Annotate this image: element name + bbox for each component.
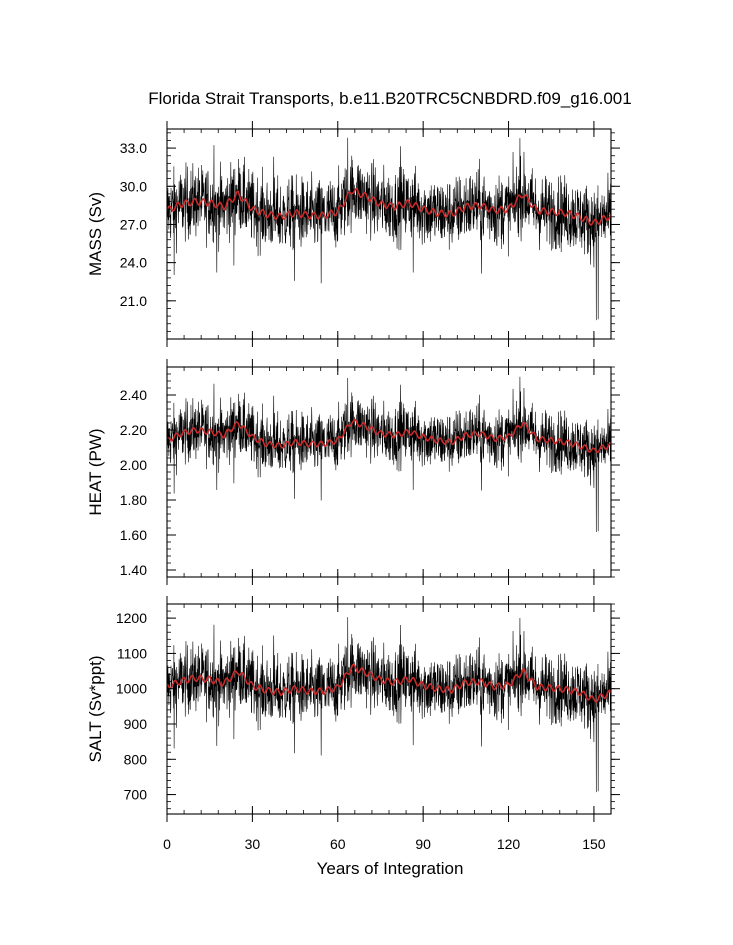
panels-group: 21.0 24.0 27.0 30.0 33.0 MASS (Sv) 1.40 1.60 1.8… xyxy=(86,121,620,852)
y-tick-label: 27.0 xyxy=(120,216,147,232)
y-tick-label: 1.40 xyxy=(120,562,147,578)
y-tick-label: 1000 xyxy=(116,681,147,697)
y-tick-label: 1.80 xyxy=(120,492,147,508)
y-tick-label: 700 xyxy=(124,787,148,803)
y-tick-label: 2.00 xyxy=(120,457,147,473)
y-tick-label: 2.40 xyxy=(120,387,147,403)
y-tick-label: 900 xyxy=(124,716,148,732)
x-tick-label: 60 xyxy=(330,836,346,852)
x-tick-label: 0 xyxy=(163,836,171,852)
monthly-series-line xyxy=(167,376,611,532)
x-tick-label: 150 xyxy=(582,836,606,852)
y-axis-label: MASS (Sv) xyxy=(86,192,105,276)
panel-2: 1.40 1.60 1.80 2.00 2.20 2.40 HEAT (PW) xyxy=(86,359,620,585)
monthly-series-line xyxy=(167,137,611,321)
smoothed-series-line xyxy=(167,187,611,226)
y-axis-label: HEAT (PW) xyxy=(86,428,105,515)
y-tick-label: 30.0 xyxy=(120,178,147,194)
smoothed-series-line xyxy=(167,418,611,454)
y-tick-label: 24.0 xyxy=(120,255,147,271)
monthly-series-line xyxy=(167,617,611,793)
y-tick-label: 1100 xyxy=(117,645,147,661)
y-tick-label: 2.20 xyxy=(120,422,147,438)
y-axis-label: SALT (Sv*ppt) xyxy=(86,655,105,762)
y-tick-label: 800 xyxy=(124,751,148,767)
y-tick-label: 1.60 xyxy=(120,527,147,543)
x-tick-label: 120 xyxy=(497,836,521,852)
smoothed-series-line xyxy=(167,663,611,703)
y-tick-label: 21.0 xyxy=(120,293,147,309)
y-tick-label: 33.0 xyxy=(120,140,147,156)
x-axis-label: Years of Integration xyxy=(317,859,464,878)
x-tick-label: 90 xyxy=(415,836,431,852)
chart-title: Florida Strait Transports, b.e11.B20TRC5… xyxy=(148,89,631,108)
panel-1: 21.0 24.0 27.0 30.0 33.0 MASS (Sv) xyxy=(86,121,620,347)
y-tick-label: 1200 xyxy=(116,610,147,626)
panel-3: 700 800 900 1000 1100 1200 0 30 60 90 120 150 SALT (… xyxy=(86,596,620,852)
x-tick-label: 30 xyxy=(245,836,261,852)
